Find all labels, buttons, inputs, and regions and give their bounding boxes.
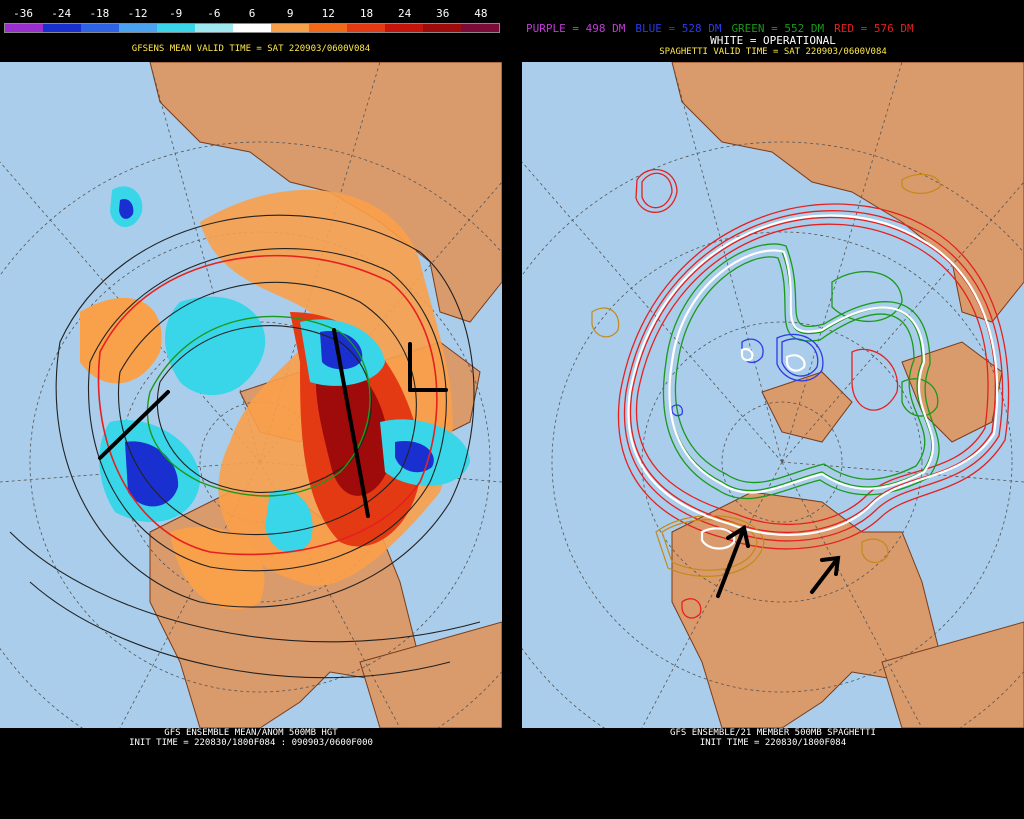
colorbar-swatch xyxy=(385,24,423,32)
legend-item: GREEN = 552 DM xyxy=(731,22,825,35)
colorbar-tick-label: -36 xyxy=(13,7,33,20)
colorbar-tick-label: -12 xyxy=(127,7,148,20)
mean-anomaly-map xyxy=(0,62,502,728)
colorbar-tick-label: -24 xyxy=(51,7,72,20)
left-caption-2: INIT TIME = 220830/1800F084 : 090903/060… xyxy=(129,738,373,748)
colorbar-tick-label: 12 xyxy=(321,7,335,20)
colorbar-swatch xyxy=(271,24,309,32)
colorbar-swatch xyxy=(423,24,461,32)
spaghetti-panel: PURPLE = 498 DM BLUE = 528 DM GREEN = 552 … xyxy=(522,0,1024,819)
colorbar-swatch xyxy=(81,24,119,32)
right-valid-time: SPAGHETTI VALID TIME = SAT 220903/0600V0… xyxy=(659,47,887,57)
colorbar-swatch xyxy=(347,24,385,32)
colorbar-tick-label: -6 xyxy=(207,7,221,20)
operational-legend: WHITE = OPERATIONAL xyxy=(710,34,836,47)
right-caption-1: GFS ENSEMBLE/21 MEMBER 500MB SPAGHETTI xyxy=(670,728,876,738)
legend-item: PURPLE = 498 DM xyxy=(526,22,626,35)
right-caption-2: INIT TIME = 220830/1800F084 xyxy=(699,738,847,748)
legend-item: RED = 576 DM xyxy=(834,22,914,35)
colorbar-tick-label: -9 xyxy=(169,7,183,20)
colorbar-tick-label: 9 xyxy=(286,7,294,20)
colorbar-tick-label: 6 xyxy=(248,7,256,20)
spaghetti-map xyxy=(522,62,1024,728)
colorbar-swatch xyxy=(461,24,499,32)
colorbar-swatch xyxy=(157,24,195,32)
colorbar-tick-label: -18 xyxy=(89,7,110,20)
anomaly-colorbar xyxy=(4,23,500,33)
colorbar-swatch xyxy=(5,24,43,32)
ensemble-mean-panel: -36 -24 -18 -12 -9 -6 6 9 12 18 24 36 48 GFSENS MEAN… xyxy=(0,0,502,819)
panel-separator xyxy=(502,0,522,819)
colorbar-tick-labels: -36 -24 -18 -12 -9 -6 6 9 12 18 24 36 48 xyxy=(0,7,502,21)
colorbar-swatch xyxy=(195,24,233,32)
spaghetti-legend: PURPLE = 498 DM BLUE = 528 DM GREEN = 552 … xyxy=(526,22,1024,35)
left-valid-time: GFSENS MEAN VALID TIME = SAT 220903/0600… xyxy=(131,44,371,54)
colorbar-tick-label: 48 xyxy=(474,7,488,20)
colorbar-tick-label: 24 xyxy=(397,7,412,20)
legend-item: BLUE = 528 DM xyxy=(635,22,722,35)
left-caption-1: GFS ENSEMBLE MEAN/ANOM 500MB HGT xyxy=(164,728,338,738)
colorbar-swatch xyxy=(119,24,157,32)
colorbar-tick-label: 36 xyxy=(436,7,450,20)
colorbar-swatch xyxy=(233,24,271,32)
colorbar-swatch xyxy=(43,24,81,32)
colorbar-tick-label: 18 xyxy=(359,7,374,20)
colorbar-swatch xyxy=(309,24,347,32)
